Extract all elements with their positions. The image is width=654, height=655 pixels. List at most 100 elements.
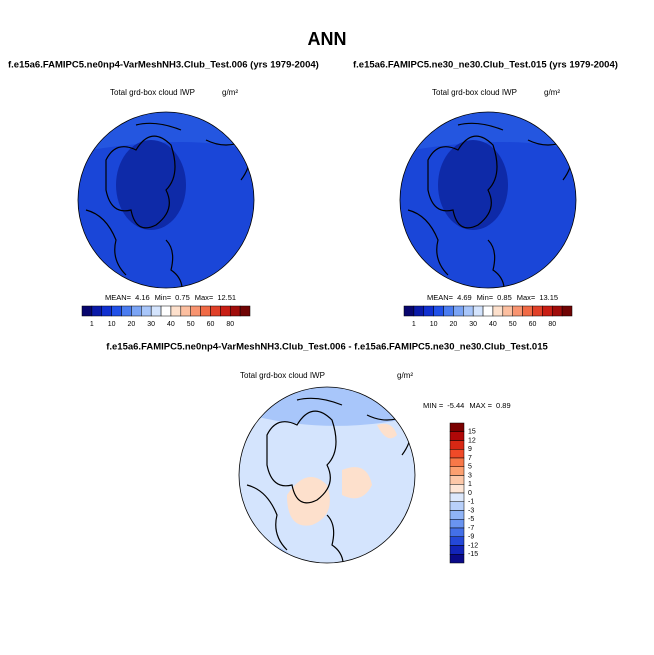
colorbar-label: 0 bbox=[468, 490, 472, 497]
stat-value: -5.44 bbox=[447, 401, 464, 410]
colorbar-box bbox=[170, 305, 182, 317]
colorbar-box bbox=[91, 305, 103, 317]
colorbar-box bbox=[551, 305, 563, 317]
colorbar-box bbox=[449, 484, 465, 494]
colorbar-box bbox=[449, 510, 465, 520]
colorbar-box bbox=[150, 305, 162, 317]
coastline bbox=[246, 397, 412, 563]
colorbar-box bbox=[449, 527, 465, 537]
variable-label: Total grd-box cloud IWP bbox=[432, 88, 517, 97]
colorbar-box bbox=[449, 466, 465, 476]
coastline bbox=[85, 122, 251, 288]
colorbar-box bbox=[512, 305, 523, 317]
stat-value: 13.15 bbox=[539, 293, 558, 302]
colorbar-box bbox=[180, 305, 191, 317]
field-contour bbox=[116, 140, 186, 230]
figure-title: ANN bbox=[308, 29, 347, 49]
colorbar-box bbox=[449, 545, 465, 555]
colorbar-box bbox=[239, 305, 251, 317]
colorbar-box bbox=[482, 305, 494, 317]
field-contour bbox=[438, 140, 508, 230]
stats: MEAN= 4.69 Min= 0.85 Max= 13.15 bbox=[427, 293, 558, 302]
stats: MEAN= 4.16 Min= 0.75 Max= 12.51 bbox=[105, 293, 236, 302]
panel-title: f.e15a6.FAMIPC5.ne30_ne30.Club_Test.015 … bbox=[353, 60, 618, 71]
colorbar-box bbox=[101, 305, 112, 317]
colorbar-box bbox=[449, 554, 465, 564]
colorbar-label: 10 bbox=[430, 321, 438, 328]
stat-value: 0.85 bbox=[497, 293, 512, 302]
map-border bbox=[77, 111, 255, 289]
colorbar-box bbox=[443, 305, 454, 317]
stat-value: 4.69 bbox=[457, 293, 472, 302]
colorbar-label: -15 bbox=[468, 551, 478, 558]
colorbar-label: 50 bbox=[509, 321, 517, 328]
colorbar-box bbox=[532, 305, 543, 317]
stat-label: MEAN= bbox=[427, 293, 454, 302]
colorbar-label: 7 bbox=[468, 455, 472, 462]
colorbar-label: 5 bbox=[468, 464, 472, 471]
colorbar-label: -7 bbox=[468, 525, 474, 532]
colorbar-box bbox=[449, 501, 465, 511]
colorbar-box bbox=[449, 431, 465, 441]
colorbar-label: 80 bbox=[226, 321, 234, 328]
colorbar-label: 1 bbox=[412, 321, 416, 328]
stat-label: Max= bbox=[195, 293, 214, 302]
stat-label: MAX = bbox=[469, 401, 492, 410]
stat-label: MEAN= bbox=[105, 293, 132, 302]
colorbar-box bbox=[229, 305, 241, 317]
map-border bbox=[399, 111, 577, 289]
colorbar-label: -9 bbox=[468, 534, 474, 541]
colorbar-label: 30 bbox=[469, 321, 477, 328]
stats: MIN = -5.44 MAX = 0.89 bbox=[423, 401, 511, 410]
stat-value: 4.16 bbox=[135, 293, 150, 302]
stat-label: MIN = bbox=[423, 401, 444, 410]
colorbar-box bbox=[141, 305, 152, 317]
colorbar-box bbox=[449, 536, 465, 546]
colorbar-label: 9 bbox=[468, 446, 472, 453]
colorbar-label: 60 bbox=[207, 321, 215, 328]
units-label: g/m² bbox=[544, 88, 560, 97]
colorbar-box bbox=[210, 305, 221, 317]
map-border bbox=[238, 386, 416, 564]
field-contour bbox=[287, 477, 330, 526]
coastline bbox=[407, 122, 573, 288]
colorbar-box bbox=[111, 305, 122, 317]
colorbar-label: -1 bbox=[468, 499, 474, 506]
colorbar-box bbox=[449, 519, 465, 529]
stat-value: 0.89 bbox=[496, 401, 511, 410]
stat-value: 12.51 bbox=[217, 293, 236, 302]
colorbar-box bbox=[449, 449, 465, 459]
colorbar-box bbox=[121, 305, 132, 317]
colorbar-box bbox=[81, 305, 93, 317]
polar-map bbox=[400, 112, 576, 288]
colorbar-box bbox=[413, 305, 425, 317]
colorbar-label: 1 bbox=[468, 481, 472, 488]
colorbar-label: -3 bbox=[468, 507, 474, 514]
units-label: g/m² bbox=[397, 371, 413, 380]
colorbar-box bbox=[502, 305, 513, 317]
colorbar-box bbox=[561, 305, 573, 317]
colorbar-box bbox=[463, 305, 474, 317]
colorbar-box bbox=[449, 422, 465, 432]
colorbar-label: 50 bbox=[187, 321, 195, 328]
colorbar-label: 30 bbox=[147, 321, 155, 328]
colorbar-box bbox=[522, 305, 533, 317]
colorbar-box bbox=[453, 305, 464, 317]
colorbar-label: 15 bbox=[468, 429, 476, 436]
stat-value: 0.75 bbox=[175, 293, 190, 302]
variable-label: Total grd-box cloud IWP bbox=[110, 88, 195, 97]
colorbar-label: 40 bbox=[489, 321, 497, 328]
colorbar-box bbox=[449, 475, 465, 485]
colorbar-label: -5 bbox=[468, 516, 474, 523]
map-field bbox=[239, 387, 415, 563]
colorbar-box bbox=[190, 305, 201, 317]
variable-label: Total grd-box cloud IWP bbox=[240, 371, 325, 380]
colorbar-label: 20 bbox=[450, 321, 458, 328]
colorbar-label: 60 bbox=[529, 321, 537, 328]
colorbar-label: 1 bbox=[90, 321, 94, 328]
colorbar-box bbox=[472, 305, 484, 317]
panel-title: f.e15a6.FAMIPC5.ne0np4-VarMeshNH3.Club_T… bbox=[8, 60, 319, 71]
field-contour bbox=[342, 467, 372, 499]
field-contour bbox=[377, 423, 397, 439]
